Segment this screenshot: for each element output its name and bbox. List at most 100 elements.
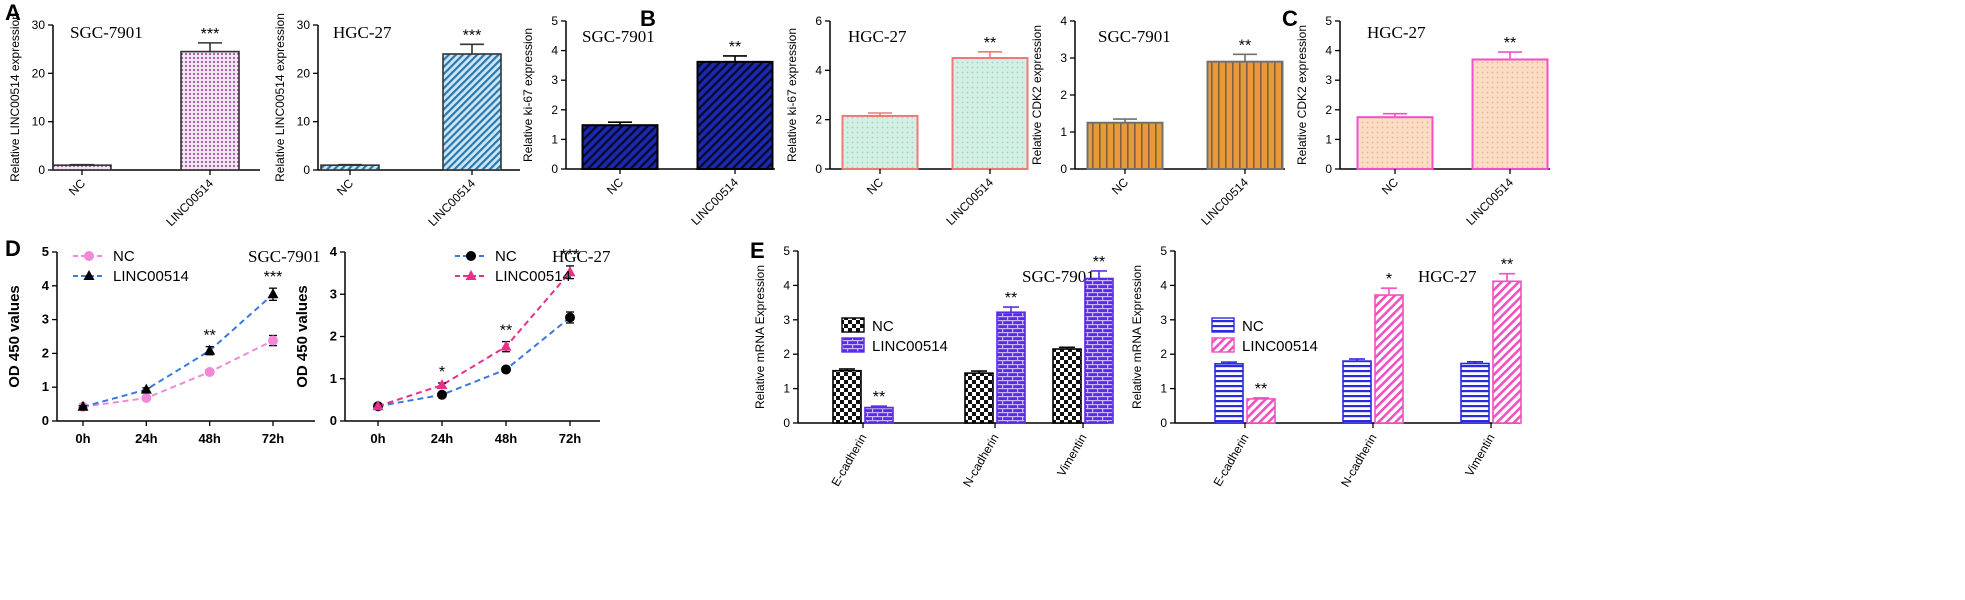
- y-tick-label: 4: [551, 44, 558, 58]
- legend-entry: NC: [872, 318, 894, 335]
- panel-letter-a: A: [5, 0, 21, 25]
- significance-marker: **: [1504, 35, 1516, 52]
- significance-marker: **: [1093, 254, 1105, 271]
- legend-marker: [465, 270, 477, 280]
- y-tick-label: 0: [1060, 162, 1067, 176]
- y-tick-label: 30: [297, 18, 311, 32]
- x-tick-label: 72h: [559, 431, 581, 446]
- legend-entry: LINC00514: [495, 268, 571, 285]
- y-tick-label: 2: [815, 113, 822, 127]
- significance-marker: ***: [264, 269, 283, 286]
- y-axis-label: Relative mRNA Expression: [1130, 265, 1144, 409]
- significance-marker: **: [1255, 381, 1267, 398]
- data-point: [204, 366, 215, 377]
- chart-title: HGC-27: [848, 27, 907, 46]
- x-tick-label: NC: [334, 176, 356, 198]
- bar-vimentin: [1052, 348, 1082, 424]
- y-tick-label: 5: [42, 244, 49, 259]
- bar-n-cadherin: [996, 311, 1026, 424]
- y-tick-label: 3: [330, 286, 337, 301]
- x-tick-label: NC: [66, 176, 88, 198]
- chart-title: HGC-27: [552, 247, 611, 266]
- significance-marker: **: [1005, 290, 1017, 307]
- series-line: [82, 339, 274, 408]
- y-tick-label: 5: [1160, 244, 1167, 258]
- legend-swatch: [1211, 317, 1235, 333]
- y-tick-label: 5: [551, 14, 558, 28]
- significance-marker: ***: [201, 26, 220, 43]
- y-tick-label: 2: [551, 103, 558, 117]
- y-tick-label: 3: [783, 313, 790, 327]
- data-point: [268, 335, 278, 346]
- y-axis-label: OD 450 values: [294, 285, 311, 388]
- bar-vimentin: [1492, 280, 1522, 424]
- y-tick-label: 2: [1160, 347, 1167, 361]
- y-tick-label: 1: [551, 132, 558, 146]
- data-point: [437, 389, 447, 400]
- chart-title: SGC-7901: [248, 247, 321, 266]
- legend-entry: NC: [495, 248, 517, 265]
- y-axis-label: Relative LINC00514 expression: [273, 13, 287, 182]
- y-tick-label: 10: [297, 115, 311, 129]
- significance-marker: **: [873, 389, 885, 406]
- y-tick-label: 1: [1060, 125, 1067, 139]
- bar-nc: [1356, 116, 1434, 170]
- panel-letter-e: E: [750, 238, 765, 263]
- bar-nc: [52, 164, 112, 171]
- y-tick-label: 20: [297, 66, 311, 80]
- chart-title: HGC-27: [333, 23, 392, 42]
- data-point: [565, 312, 575, 323]
- y-tick-label: 4: [1325, 44, 1332, 58]
- y-tick-label: 3: [1060, 51, 1067, 65]
- legend-swatch: [1211, 337, 1235, 353]
- bar-linc00514: [951, 57, 1029, 170]
- y-tick-label: 0: [815, 162, 822, 176]
- x-tick-label: E-cadherin: [828, 432, 869, 489]
- data-point: [204, 344, 216, 355]
- x-tick-label: 24h: [135, 431, 157, 446]
- y-tick-label: 4: [1060, 14, 1067, 28]
- y-tick-label: 4: [42, 278, 50, 293]
- significance-marker: ***: [463, 27, 482, 44]
- legend-marker: [84, 251, 94, 261]
- significance-marker: *: [439, 364, 445, 381]
- x-tick-label: NC: [1109, 175, 1131, 197]
- x-tick-label: 0h: [75, 431, 90, 446]
- x-tick-label: 0h: [370, 431, 385, 446]
- x-tick-label: 72h: [262, 431, 284, 446]
- x-tick-label: E-cadherin: [1210, 432, 1251, 489]
- x-tick-label: LINC00514: [1198, 175, 1251, 228]
- x-tick-label: LINC00514: [1463, 175, 1516, 228]
- bar-n-cadherin: [1342, 360, 1372, 424]
- legend-marker: [466, 251, 476, 261]
- x-tick-label: N-cadherin: [960, 432, 1001, 490]
- significance-marker: **: [1239, 37, 1251, 54]
- y-tick-label: 0: [783, 416, 790, 430]
- data-point: [436, 379, 448, 390]
- legend-entry: LINC00514: [872, 338, 948, 355]
- y-axis-label: Relative mRNA Expression: [753, 265, 767, 409]
- y-tick-label: 1: [1160, 382, 1167, 396]
- chart-title: HGC-27: [1367, 23, 1426, 42]
- x-tick-label: NC: [604, 175, 626, 197]
- series-line: [377, 316, 571, 408]
- significance-marker: **: [500, 323, 512, 340]
- y-tick-label: 1: [330, 371, 337, 386]
- y-tick-label: 10: [32, 115, 46, 129]
- data-point: [500, 340, 512, 351]
- data-point: [501, 364, 511, 375]
- significance-marker: **: [1501, 257, 1513, 274]
- bar-n-cadherin: [1374, 294, 1404, 424]
- y-tick-label: 0: [1160, 416, 1167, 430]
- data-point: [372, 400, 384, 411]
- y-tick-label: 0: [551, 162, 558, 176]
- data-point: [77, 400, 89, 411]
- bar-vimentin: [1460, 362, 1490, 424]
- panel-letter-d: D: [5, 236, 21, 261]
- data-point: [564, 266, 576, 277]
- legend-swatch: [841, 317, 865, 333]
- x-tick-label: N-cadherin: [1338, 432, 1379, 490]
- x-tick-label: 48h: [198, 431, 220, 446]
- y-axis-label: Relative ki-67 expression: [785, 28, 799, 162]
